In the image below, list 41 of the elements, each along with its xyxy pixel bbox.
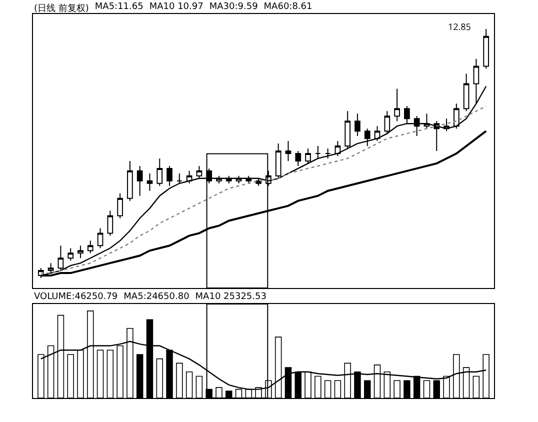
candlestick [136, 165, 143, 196]
candlestick [434, 120, 440, 152]
candlestick [394, 88, 400, 122]
candlestick [285, 140, 292, 162]
candlestick [463, 73, 470, 112]
candlestick [483, 28, 490, 70]
candlestick [295, 150, 302, 166]
text: MA60:8.61 [264, 2, 312, 14]
candlestick [344, 110, 351, 150]
candlestick [314, 146, 321, 159]
candlestick [78, 245, 84, 259]
candlestick [97, 228, 104, 249]
candlestick [176, 172, 182, 184]
annotation: 12.85 [448, 20, 471, 33]
text: MA5:11.65 [94, 2, 144, 14]
candlestick [384, 110, 390, 134]
candlestick [146, 172, 153, 192]
text: MA30:9.59 [209, 2, 258, 14]
candlestick [48, 262, 54, 274]
candlestick [127, 160, 133, 202]
candlestick [196, 165, 202, 179]
candlestick [364, 128, 370, 147]
candlestick [58, 245, 64, 272]
candlestick [404, 106, 410, 124]
chart-title: (日线 前复权) [34, 2, 89, 15]
text: MA10 10.97 [149, 2, 204, 14]
text: MA5:24650.80 [124, 292, 190, 302]
text: VOLUME:46250.79 [34, 292, 118, 302]
candlestick [156, 158, 163, 186]
candlestick [453, 103, 460, 130]
candlestick [117, 192, 123, 219]
candlestick [354, 113, 360, 137]
candlestick [275, 143, 282, 179]
candlestick [107, 210, 114, 236]
text: MA10 25325.53 [195, 292, 266, 302]
candlestick [87, 240, 94, 254]
candlestick [414, 116, 420, 137]
candlestick [324, 148, 331, 159]
candlestick [305, 148, 311, 164]
candlestick [166, 165, 172, 186]
candlestick [68, 248, 74, 262]
